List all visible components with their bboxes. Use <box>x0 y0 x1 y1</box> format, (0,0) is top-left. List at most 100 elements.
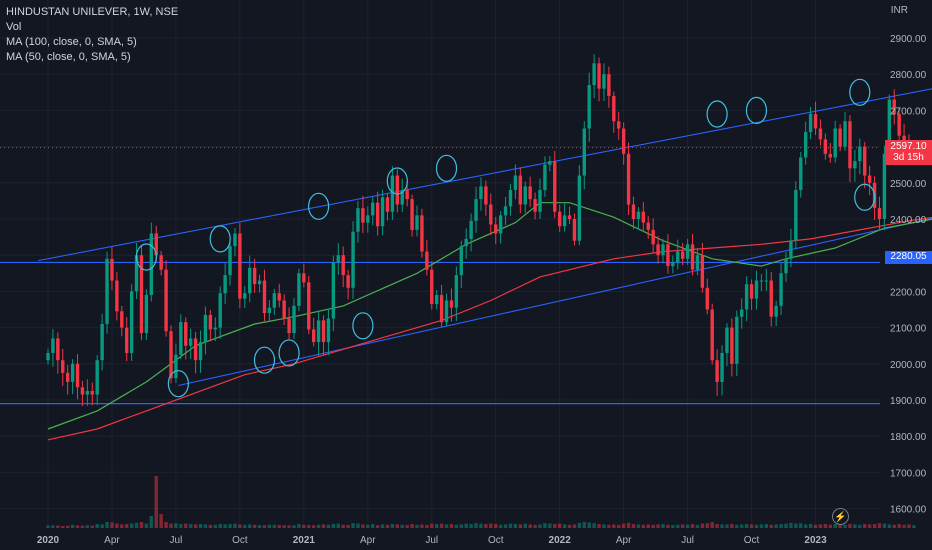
candle-body <box>538 190 542 212</box>
volume-bar <box>366 524 370 528</box>
candle-body <box>735 316 739 364</box>
volume-bar <box>56 525 60 528</box>
time-tick-label: Oct <box>232 535 248 546</box>
volume-bar <box>617 524 621 528</box>
volume-bar <box>272 524 277 528</box>
candle-body <box>134 255 139 292</box>
annotation-circles <box>135 78 876 398</box>
volume-bar <box>100 524 104 528</box>
candle-body <box>375 202 380 227</box>
chart-grid <box>0 0 880 530</box>
volume-bar <box>203 524 208 528</box>
symbol-title[interactable]: HINDUSTAN UNILEVER, 1W, NSE <box>6 6 179 18</box>
candle-body <box>592 63 596 86</box>
candle-body <box>705 287 709 310</box>
candle-body <box>321 320 326 343</box>
volume-bar <box>833 524 837 528</box>
candle-body <box>385 197 390 212</box>
volume-bar <box>400 524 404 528</box>
volume-bar <box>326 524 331 528</box>
volume-bar <box>779 524 783 528</box>
volume-bar <box>749 524 754 528</box>
ma100-indicator-label[interactable]: MA (100, close, 0, SMA, 5) <box>6 36 137 48</box>
volume-bar <box>218 524 222 528</box>
annotation-circle <box>308 192 330 220</box>
candle-body <box>188 338 193 346</box>
ma50-indicator-label[interactable]: MA (50, close, 0, SMA, 5) <box>6 51 131 63</box>
lightning-icon[interactable]: ⚡ <box>832 508 849 525</box>
candle-body <box>474 199 478 221</box>
volume-bar <box>853 524 857 528</box>
price-axis: 1600.00 1700.00 1800.00 1900.00 2000.00 2100.… <box>890 34 927 516</box>
candle-body <box>341 255 345 276</box>
volume-bar <box>897 524 901 528</box>
candle-body <box>572 219 577 241</box>
volume-bar <box>292 525 296 528</box>
volume-bar <box>302 524 306 528</box>
candle-body <box>390 175 395 212</box>
candle-body <box>833 128 837 158</box>
volume-bar <box>907 524 911 528</box>
candle-body <box>400 190 404 205</box>
candle-body <box>690 244 695 270</box>
level-price-value: 2280.05 <box>890 251 927 262</box>
volume-bar <box>90 525 94 528</box>
candle-body <box>513 175 518 191</box>
volume-bar <box>331 524 336 528</box>
candle-body <box>646 222 650 230</box>
volume-bar <box>489 523 493 528</box>
candle-body <box>508 190 513 207</box>
volume-bar <box>469 524 473 528</box>
volume-bar <box>184 523 188 528</box>
volume-bar <box>848 524 852 528</box>
candle-body <box>459 246 463 276</box>
volume-bar <box>385 524 390 528</box>
candle-body <box>297 273 301 306</box>
candle-body <box>444 300 449 323</box>
price-tick-label: 2800.00 <box>890 70 927 81</box>
volume-bar <box>572 524 577 528</box>
candle-body <box>700 255 705 288</box>
price-tick-label: 2900.00 <box>890 34 927 45</box>
volume-bar <box>494 524 498 528</box>
candle-body <box>307 282 311 330</box>
candle-body <box>656 244 660 256</box>
candle-body <box>248 267 252 294</box>
volume-bar <box>557 523 562 528</box>
candle-body <box>808 114 813 133</box>
price-tick-label: 2400.00 <box>890 215 927 226</box>
volume-bar <box>626 522 631 528</box>
volume-bar <box>503 524 508 528</box>
candle-body <box>695 255 700 270</box>
volume-bar <box>587 522 591 528</box>
volume-bar <box>459 524 463 528</box>
volume-bar <box>193 524 198 528</box>
candle-body <box>292 305 296 334</box>
price-tick-label: 2000.00 <box>890 360 927 371</box>
price-tick-label: 2100.00 <box>890 324 927 335</box>
candle-body <box>518 175 523 205</box>
vol-indicator-label[interactable]: Vol <box>6 21 22 33</box>
volume-bar <box>823 524 828 528</box>
price-tick-label: 1700.00 <box>890 468 927 479</box>
volume-bar <box>159 514 163 528</box>
volume-bar <box>813 524 818 528</box>
volume-bar <box>80 525 85 528</box>
volume-bar <box>85 525 90 528</box>
candle-body <box>784 258 788 274</box>
candle-body <box>371 202 375 216</box>
volume-bar <box>863 524 867 528</box>
candle-body <box>897 114 901 136</box>
time-tick-label: 2020 <box>37 535 60 546</box>
volume-bar <box>110 522 114 528</box>
candle-body <box>331 262 336 319</box>
volume-bar <box>735 524 739 528</box>
annotation-circle <box>135 243 157 271</box>
candle-body <box>867 175 872 183</box>
volume-bar <box>705 523 709 528</box>
candle-body <box>882 153 887 219</box>
candle-body <box>415 215 419 230</box>
volume-bar <box>70 524 75 528</box>
annotation-circle <box>435 154 458 182</box>
